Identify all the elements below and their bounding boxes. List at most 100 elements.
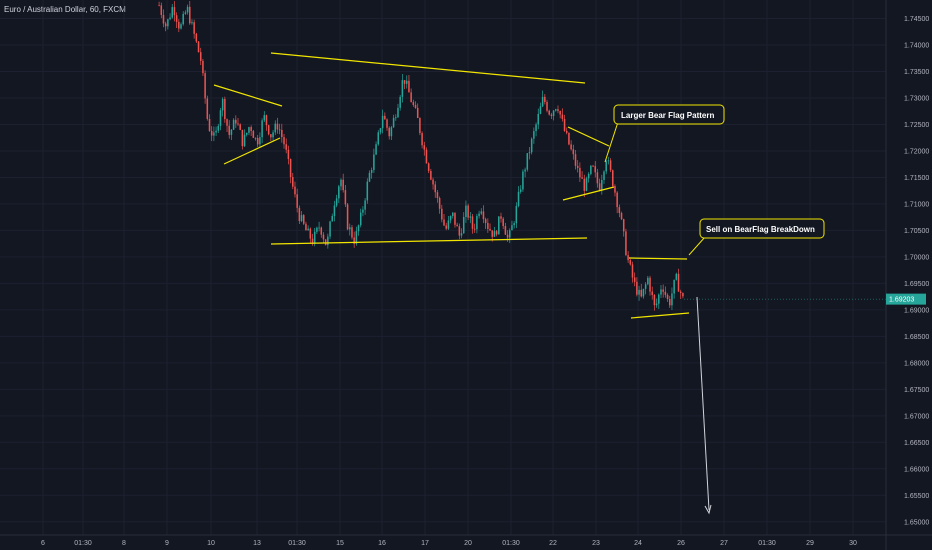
candle-body [677,273,680,292]
candle-body [441,208,443,220]
candle-body [355,231,358,244]
candle-body [364,200,366,210]
candle-body [425,149,428,164]
candle-body [649,277,651,292]
candle-body [263,115,266,121]
candle-body [469,216,472,218]
y-tick-label: 1.67000 [904,413,929,420]
x-tick-label: 01:30 [758,540,776,547]
candle-body [162,14,165,24]
y-tick-label: 1.67500 [904,387,929,394]
candle-body [252,130,255,138]
candle-body [633,277,636,282]
candle-body [245,132,248,135]
candle-body [640,289,643,297]
candle-body [213,132,215,136]
candle-body [671,293,673,306]
candle-body [399,96,401,108]
candle-body [395,117,397,119]
candle-body [601,179,603,191]
candle-body [370,169,373,173]
candle-body [519,189,522,192]
trendline[interactable] [562,186,615,201]
candle-body [368,172,371,182]
candle-body [239,124,241,130]
candle-body [524,169,526,172]
candle-body [346,204,349,230]
candle-body [596,172,599,184]
y-tick-label: 1.72500 [904,122,929,129]
candle-body [436,192,439,199]
trendline[interactable] [270,237,588,245]
time-axis[interactable]: 6 01:30 8 9 10 13 01:30 15 16 17 20 01:30 22 23 24 26 27… [0,534,932,547]
candle-body [616,192,618,208]
candle-body [647,277,649,285]
candle-body [607,160,610,162]
candle-body [594,166,597,173]
candle-body [265,115,268,126]
candle-body [587,173,590,179]
trendline[interactable] [270,52,586,84]
candle-body [412,102,415,105]
candle-body [416,107,419,118]
candle-body [449,216,452,221]
candle-body [250,127,252,131]
candle-body [636,281,638,295]
candle-body [171,7,174,18]
trendline[interactable] [213,84,283,107]
trendline[interactable] [567,126,610,147]
candle-body [302,215,305,224]
candle-body [489,228,491,231]
candle-body [419,117,421,134]
callout-box [613,104,725,125]
candle-body [660,289,662,295]
candle-body [237,123,239,125]
candle-body [673,279,675,294]
candle-body [335,198,338,206]
candle-body [517,191,520,206]
candle-body [281,129,283,138]
candle-body [353,237,355,244]
candle-body [568,132,570,145]
candle-body [285,144,287,150]
candle-body [585,178,588,191]
candle-body [528,152,531,154]
candle-body [625,231,627,256]
candle-body [221,98,224,111]
candle-body [298,207,301,222]
trendline[interactable] [630,312,690,319]
candle-body [362,209,364,213]
candle-body [294,186,296,195]
candle-body [456,224,458,227]
price-axis[interactable]: 1.74500 1.74000 1.73500 1.73000 1.72500 1.720… [885,0,929,550]
current-price-label: 1.69203 [889,297,914,304]
candle-body [614,186,616,193]
candle-body [224,98,226,120]
trendline[interactable] [628,257,688,260]
candle-body [320,227,323,235]
y-tick-label: 1.70000 [904,254,929,261]
candle-body [254,137,257,139]
current-price-tag: 1.69203 [886,293,926,305]
projection-arrow[interactable] [696,296,710,511]
candle-body [208,118,211,132]
candle-body [333,205,336,217]
candle-body [506,234,509,238]
candle-body [197,41,200,53]
trendline[interactable] [223,137,281,165]
candle-body [241,129,244,147]
candle-body [443,219,445,226]
candle-body [421,133,423,146]
candle-body [445,225,447,229]
candle-body [467,205,469,218]
candle-body [458,226,461,236]
candle-body [327,236,329,246]
candle-body [427,163,430,171]
candle-body [324,239,327,246]
candle-body [539,106,542,114]
y-tick-label: 1.71000 [904,201,929,208]
callout-pointer [688,236,706,256]
candle-body [318,227,320,229]
candle-body [465,205,467,217]
